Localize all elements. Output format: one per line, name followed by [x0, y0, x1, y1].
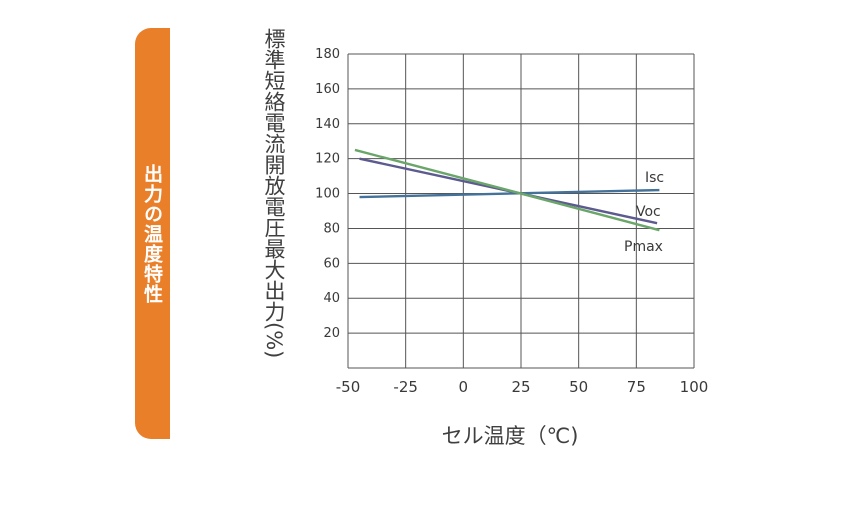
y-tick-label: 120: [315, 152, 340, 167]
side-tab-label: 出力の温度特性: [141, 163, 163, 304]
x-tick-label: 25: [511, 378, 530, 396]
x-tick-label: 0: [459, 378, 469, 396]
x-axis-label: セル温度（℃): [441, 424, 579, 448]
x-tick-label: 75: [627, 378, 646, 396]
series: [354, 148, 660, 232]
grid: [347, 53, 695, 369]
y-tick-label: 100: [315, 187, 340, 202]
side-tab: 出力の温度特性: [135, 28, 170, 439]
x-tick-label: 50: [569, 378, 588, 396]
series-label-pmax: Pmax: [624, 239, 663, 255]
series-label-voc: Voc: [636, 204, 661, 220]
y-axis-label: 標準短絡電流開放電圧最大出力(%): [262, 28, 286, 359]
x-tick-labels: -50 -25 0 25 50 75 100: [336, 378, 709, 396]
y-tick-label: 60: [323, 256, 340, 271]
series-label-isc: Isc: [645, 170, 664, 186]
series-line-pmax: [354, 148, 660, 232]
series-line-isc: [359, 188, 660, 199]
x-tick-label: -50: [336, 378, 361, 396]
y-tick-label: 40: [323, 291, 340, 306]
series-labels: Isc Voc Pmax: [624, 170, 664, 255]
y-tick-label: 20: [323, 326, 340, 341]
y-tick-label: 180: [315, 47, 340, 62]
y-tick-label: 80: [323, 221, 340, 236]
x-tick-label: 100: [680, 378, 709, 396]
x-tick-label: -25: [393, 378, 418, 396]
y-tick-labels: 20 40 60 80 100 120 140 160 180: [315, 47, 340, 341]
y-tick-label: 160: [315, 82, 340, 97]
y-tick-label: 140: [315, 117, 340, 132]
